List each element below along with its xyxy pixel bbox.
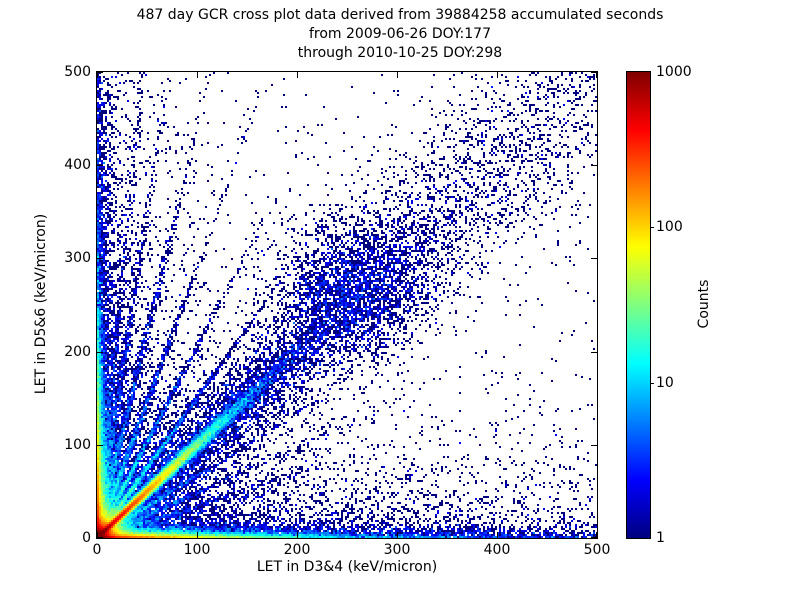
tick-mark [297,532,298,538]
x-tick-label: 100 [183,542,211,558]
tick-mark [97,445,103,446]
title-line-2: from 2009-06-26 DOY:177 [308,26,491,42]
x-tick-label: 500 [583,542,611,558]
x-tick-label: 200 [283,542,311,558]
tick-mark [591,537,597,538]
y-tick-label: 500 [64,64,91,80]
tick-mark [591,258,597,259]
y-tick-label: 200 [64,343,91,360]
colorbar-tick-label: 10 [656,374,674,391]
tick-mark [397,72,398,78]
y-tick-label: 100 [64,436,91,453]
colorbar-tick-label: 1 [656,530,665,546]
colorbar-tick-mark [650,227,654,228]
x-tick-label: 300 [383,542,411,558]
colorbar-tick-label: 1000 [656,64,692,80]
chart-title-block: 487 day GCR cross plot data derived from… [0,6,800,63]
tick-mark [97,532,98,538]
tick-mark [97,72,103,73]
heatmap-canvas [97,72,597,538]
tick-mark [591,352,597,353]
colorbar-tick-label: 100 [656,219,683,236]
title-line-1: 487 day GCR cross plot data derived from… [136,7,664,23]
tick-mark [591,72,597,73]
y-tick-label: 0 [82,530,91,546]
tick-mark [197,532,198,538]
colorbar-tick-mark [650,383,654,384]
tick-mark [591,445,597,446]
tick-mark [97,352,103,353]
tick-mark [596,532,597,538]
colorbar-gradient [627,72,650,538]
tick-mark [97,258,103,259]
tick-mark [397,532,398,538]
tick-mark [97,537,103,538]
x-axis-label: LET in D3&4 (keV/micron) [256,559,438,575]
tick-mark [596,72,597,78]
y-tick-label: 400 [64,157,91,174]
tick-mark [97,165,103,166]
colorbar [626,71,651,539]
title-line-3: through 2010-10-25 DOY:298 [297,45,503,61]
tick-mark [497,72,498,78]
tick-mark [197,72,198,78]
x-tick-label: 400 [483,542,511,558]
plot-area [96,71,598,539]
y-tick-label: 300 [64,250,91,267]
tick-mark [297,72,298,78]
colorbar-axis-label: Counts [696,279,712,329]
tick-mark [497,532,498,538]
y-axis-label: LET in D5&6 (keV/micron) [33,213,49,395]
x-tick-label: 0 [92,542,102,558]
tick-mark [97,72,98,78]
tick-mark [591,165,597,166]
